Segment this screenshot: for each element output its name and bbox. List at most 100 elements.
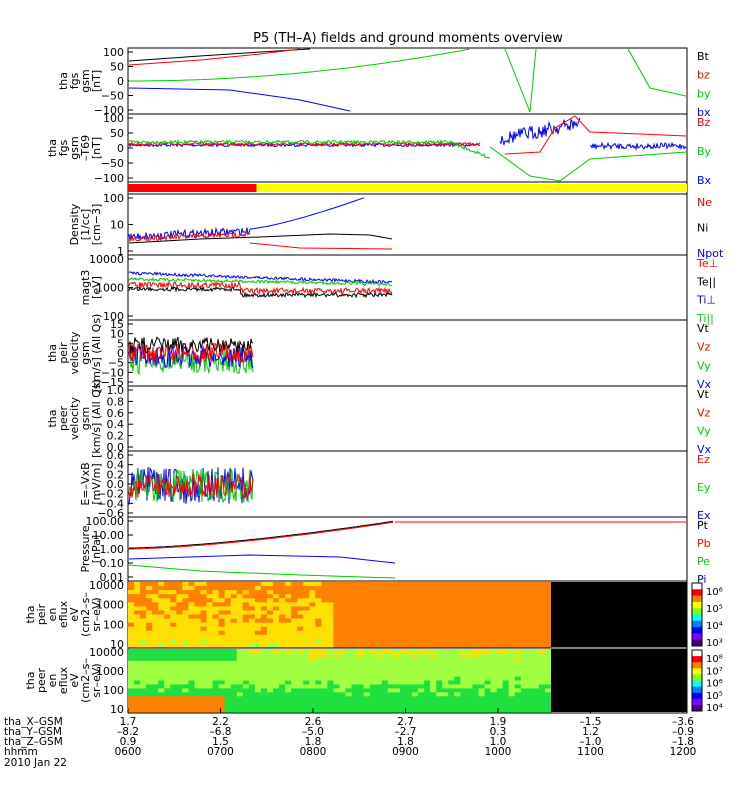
- heatmap-cell: [442, 642, 449, 648]
- heatmap-cell: [128, 684, 135, 689]
- heatmap-cell: [315, 708, 322, 713]
- heatmap-cell: [532, 618, 540, 624]
- heatmap-cell: [484, 676, 492, 682]
- heatmap-cell: [242, 672, 250, 678]
- heatmap-cell: [303, 626, 310, 632]
- heatmap-cell: [345, 590, 353, 595]
- heatmap-cell: [218, 586, 226, 591]
- heatmap-cell: [472, 700, 480, 705]
- colorbar-swatch: [692, 650, 702, 657]
- heatmap-cell: [442, 622, 449, 628]
- heatmap-cell: [315, 656, 322, 662]
- heatmap-cell: [170, 696, 177, 701]
- heatmap-cell: [266, 590, 274, 595]
- heatmap-cell: [285, 590, 292, 595]
- heatmap-cell: [526, 622, 534, 628]
- heatmap-cell: [393, 610, 401, 616]
- colorbar-frame: [691, 582, 703, 647]
- heatmap-cell: [405, 680, 413, 686]
- heatmap-cell: [291, 672, 298, 678]
- heatmap-cell: [260, 664, 268, 670]
- heatmap-cell: [188, 676, 196, 682]
- heatmap-cell: [351, 614, 359, 620]
- heatmap-cell: [333, 652, 341, 658]
- heatmap-cell: [333, 622, 341, 628]
- heatmap-cell: [375, 642, 383, 648]
- heatmap-cell: [158, 614, 165, 620]
- heatmap-cell: [442, 688, 449, 693]
- heatmap-cell: [405, 606, 413, 612]
- heatmap-cell: [399, 614, 407, 620]
- heatmap-cell: [460, 652, 467, 658]
- heatmap-cell: [327, 642, 335, 648]
- y-tick-label: 0: [117, 75, 124, 88]
- heatmap-cell: [285, 582, 292, 587]
- heatmap-cell: [442, 598, 449, 603]
- heatmap-cell: [466, 582, 474, 587]
- y-axis-label: sr–eV): [90, 663, 103, 697]
- heatmap-cell: [303, 610, 310, 616]
- heatmap-cell: [158, 676, 165, 682]
- heatmap-cell: [128, 602, 135, 607]
- heatmap-cell: [490, 638, 498, 644]
- heatmap-cell: [182, 610, 190, 616]
- colorbar-swatch: [692, 595, 702, 603]
- axis-row-value: 0900: [392, 746, 419, 758]
- heatmap-cell: [273, 692, 280, 697]
- heatmap-cell: [303, 696, 310, 701]
- heatmap-cell: [200, 610, 208, 616]
- heatmap-cell: [152, 692, 159, 697]
- heatmap-cell: [170, 586, 177, 591]
- heatmap-cell: [176, 704, 183, 709]
- heatmap-cell: [520, 680, 528, 686]
- heatmap-cell: [242, 602, 250, 607]
- heatmap-cell: [484, 700, 492, 705]
- heatmap-cell: [387, 642, 395, 648]
- heatmap-cell: [369, 696, 377, 701]
- heatmap-cell: [327, 606, 335, 612]
- heatmap-cell: [158, 688, 165, 693]
- heatmap-cell: [230, 688, 238, 693]
- heatmap-cell: [182, 676, 190, 682]
- heatmap-cell: [230, 602, 238, 607]
- heatmap-cell: [134, 582, 141, 587]
- heatmap-cell: [134, 606, 141, 612]
- heatmap-cell: [206, 622, 214, 628]
- heatmap-cell: [424, 696, 431, 701]
- heatmap-cell: [412, 696, 419, 701]
- heatmap-cell: [393, 652, 401, 658]
- heatmap-cell: [424, 590, 431, 595]
- heatmap-cell: [514, 582, 522, 587]
- heatmap-cell: [254, 680, 262, 686]
- heatmap-cell: [466, 622, 474, 628]
- heatmap-cell: [206, 590, 214, 595]
- heatmap-cell: [339, 598, 347, 603]
- heatmap-cell: [448, 696, 455, 701]
- axis-row-label: tha_X–GSM: [4, 716, 63, 728]
- heatmap-cell: [224, 668, 232, 674]
- heatmap-cell: [339, 622, 347, 628]
- heatmap-cell: [339, 684, 347, 689]
- heatmap-cell: [339, 668, 347, 674]
- heatmap-cell: [248, 704, 256, 709]
- heatmap-cell: [460, 688, 467, 693]
- heatmap-cell: [260, 696, 268, 701]
- heatmap-cell: [315, 642, 322, 648]
- heatmap-cell: [134, 626, 141, 632]
- heatmap-cell: [218, 672, 226, 678]
- heatmap-cell: [339, 594, 347, 599]
- heatmap-cell: [472, 594, 480, 599]
- heatmap-cell: [273, 676, 280, 682]
- heatmap-cell: [544, 582, 552, 587]
- heatmap-cell: [254, 668, 262, 674]
- heatmap-cell: [321, 676, 329, 682]
- heatmap-cell: [399, 586, 407, 591]
- heatmap-cell: [490, 590, 498, 595]
- heatmap-cell: [514, 610, 522, 616]
- heatmap-cell: [273, 618, 280, 624]
- heatmap-cell: [351, 684, 359, 689]
- heatmap-cell: [176, 660, 183, 666]
- heatmap-cell: [194, 692, 202, 697]
- heatmap-cell: [170, 606, 177, 612]
- heatmap-cell: [502, 652, 510, 658]
